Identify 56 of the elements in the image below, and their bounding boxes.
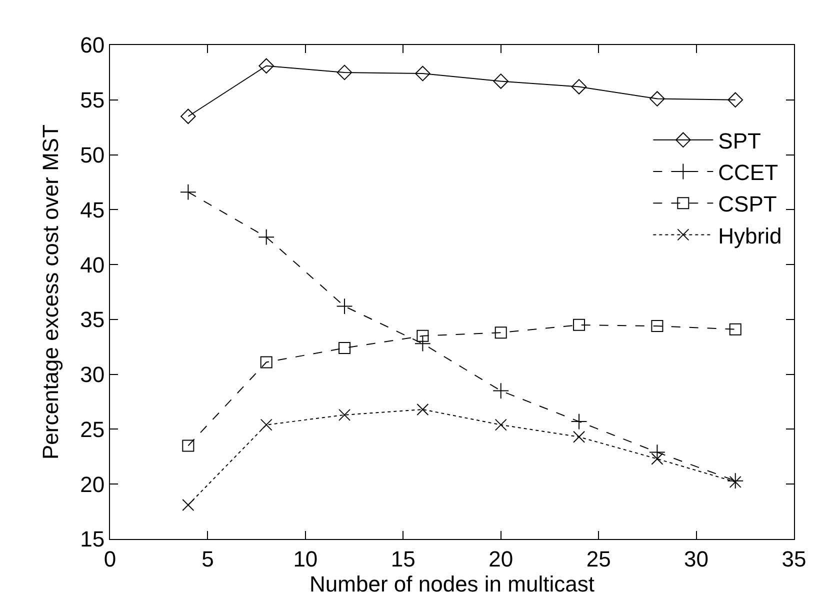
point <box>260 356 272 368</box>
point <box>182 440 194 452</box>
point <box>336 64 352 80</box>
point <box>649 444 666 460</box>
point <box>414 335 431 352</box>
x-tick-label: 35 <box>782 546 806 572</box>
point <box>180 108 196 124</box>
point <box>338 408 351 421</box>
point <box>573 430 586 443</box>
y-tick-label: 15 <box>80 526 105 552</box>
point <box>494 326 507 339</box>
x-tick-label: 5 <box>202 546 214 572</box>
point <box>571 79 587 94</box>
y-tick-label: 20 <box>80 472 105 497</box>
point <box>728 92 744 108</box>
point <box>729 323 742 336</box>
point <box>260 418 272 431</box>
y-tick-label: 55 <box>80 88 105 113</box>
point <box>182 498 194 511</box>
point <box>416 330 429 342</box>
legend-label: CCET <box>718 160 778 186</box>
point <box>573 318 586 331</box>
legend-label: SPT <box>718 128 761 154</box>
point <box>494 418 507 431</box>
point <box>570 413 588 430</box>
y-tick-label: 60 <box>80 32 105 58</box>
legend-label: CSPT <box>718 192 777 217</box>
point <box>651 452 664 465</box>
point <box>258 228 275 246</box>
x-tick-label: 25 <box>586 546 611 572</box>
point <box>727 472 744 490</box>
x-tick-label: 30 <box>684 546 709 572</box>
x-axis-title: Number of nodes in multicast <box>310 571 594 596</box>
y-tick-label: 35 <box>80 307 105 332</box>
point <box>416 403 429 416</box>
y-tick-label: 25 <box>80 416 105 442</box>
point <box>415 66 430 82</box>
point <box>651 320 664 332</box>
x-tick-label: 10 <box>293 546 318 572</box>
x-tick-label: 0 <box>104 546 116 572</box>
x-tick-label: 20 <box>488 546 514 572</box>
point <box>258 58 274 74</box>
point <box>729 476 742 488</box>
y-tick-label: 40 <box>80 252 105 278</box>
y-tick-label: 45 <box>80 197 105 222</box>
point <box>492 382 510 399</box>
y-tick-label: 30 <box>80 362 105 388</box>
point <box>338 342 351 354</box>
y-axis-title: Percentage excess cost over MST <box>38 124 63 460</box>
point <box>493 74 509 89</box>
y-tick-label: 50 <box>80 142 105 168</box>
x-tick-label: 15 <box>390 546 416 572</box>
legend-label: Hybrid <box>718 223 782 248</box>
point <box>336 298 353 314</box>
point <box>180 184 196 200</box>
point <box>650 91 665 106</box>
